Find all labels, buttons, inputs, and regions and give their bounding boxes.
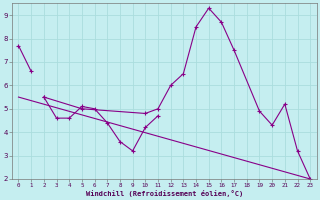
X-axis label: Windchill (Refroidissement éolien,°C): Windchill (Refroidissement éolien,°C) [86,190,243,197]
